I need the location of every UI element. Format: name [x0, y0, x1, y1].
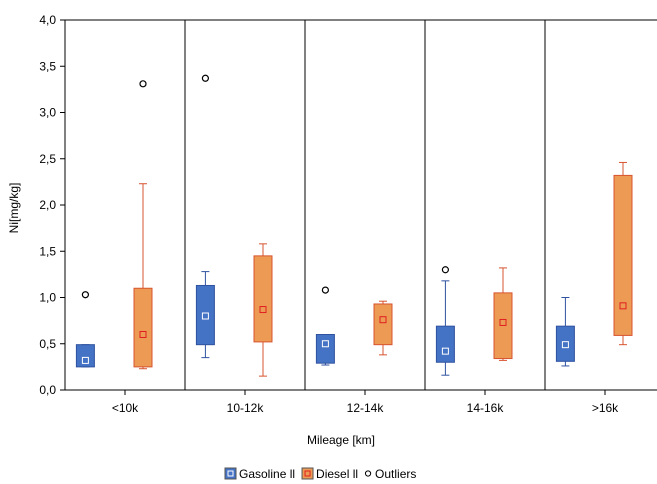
y-axis-label: Ni[mg/kg] [7, 183, 21, 234]
y-tick-label: 0,5 [39, 337, 56, 351]
center-marker [499, 318, 507, 326]
center-marker [81, 356, 89, 364]
y-tick-label: 1,0 [39, 291, 56, 305]
diesel-box-1 [253, 243, 273, 377]
x-axis: <10k 10-12k 12-14k 14-16k >16k [112, 390, 619, 415]
diesel-box-3 [493, 267, 513, 361]
outlier-point [81, 291, 90, 299]
x-tick-label: >16k [592, 401, 619, 415]
y-axis: 0,0 0,5 1,0 1,5 2,0 2,5 3,0 3,5 4,0 [39, 13, 65, 397]
center-marker [201, 312, 209, 320]
x-tick-label: <10k [112, 401, 139, 415]
gasoline-box-4 [555, 297, 575, 367]
box-iqr [253, 255, 273, 343]
diesel-box-0 [133, 80, 153, 370]
x-axis-label: Mileage [km] [307, 433, 375, 447]
y-tick-label: 4,0 [39, 13, 56, 27]
center-marker [139, 331, 147, 338]
x-tick-label: 12-14k [347, 401, 385, 415]
y-tick-label: 1,5 [39, 244, 56, 258]
box-iqr [133, 287, 153, 368]
y-tick-label: 2,0 [39, 198, 56, 212]
legend-swatch-marker [227, 470, 234, 477]
outlier-point [441, 266, 449, 274]
diesel-box-2 [373, 300, 393, 356]
gasoline-box-1 [195, 74, 215, 359]
legend: Gasoline ll Diesel ll Outliers [224, 467, 416, 481]
box-iqr [75, 344, 95, 368]
box-iqr [435, 325, 455, 363]
x-tick-label: 10-12k [227, 401, 265, 415]
center-marker [259, 306, 267, 314]
outlier-point [321, 286, 329, 294]
center-marker [619, 302, 627, 310]
y-tick-label: 3,5 [39, 59, 56, 73]
center-marker [321, 340, 329, 348]
legend-label: Diesel ll [316, 467, 358, 481]
legend-outlier-marker [364, 470, 372, 477]
center-marker [379, 316, 387, 324]
outlier-point [139, 80, 147, 88]
legend-label: Gasoline ll [239, 467, 295, 481]
gasoline-box-2 [315, 286, 335, 366]
y-tick-label: 0,0 [39, 383, 56, 397]
box-iqr [613, 174, 633, 336]
center-marker [561, 341, 569, 349]
legend-swatch-marker [304, 470, 311, 477]
center-marker [441, 347, 449, 355]
y-tick-label: 2,5 [39, 152, 56, 166]
x-tick-label: 14-16k [467, 401, 505, 415]
outlier-point [201, 74, 209, 82]
box-iqr [373, 303, 393, 346]
legend-label: Outliers [375, 467, 416, 481]
plot-area [64, 19, 657, 391]
box-iqr [315, 334, 335, 364]
y-tick-label: 3,0 [39, 106, 56, 120]
gasoline-box-3 [435, 266, 455, 376]
diesel-box-4 [613, 161, 633, 346]
gasoline-box-0 [75, 291, 95, 368]
